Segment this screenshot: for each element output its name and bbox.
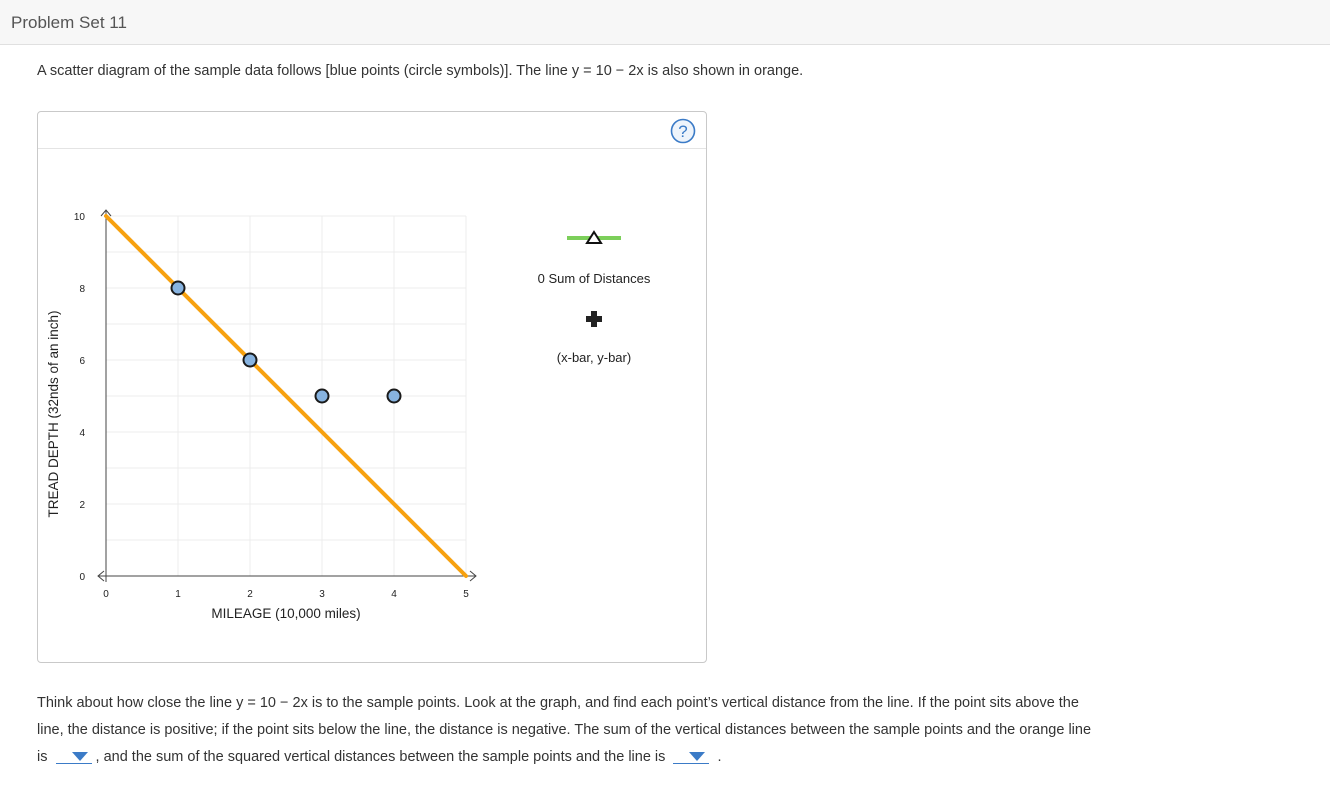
question-part-1: Think about how close the line y = 10 − …: [37, 695, 1092, 765]
y-tick-label: 4: [79, 428, 85, 439]
x-tick-labels: 0 1 2 3 4 5: [103, 589, 469, 600]
sample-points: [170, 280, 402, 404]
question-part-3: .: [717, 749, 722, 765]
x-tick-label: 2: [247, 589, 253, 600]
sample-point[interactable]: [242, 352, 258, 368]
y-tick-label: 8: [79, 284, 85, 295]
sample-point[interactable]: [314, 388, 330, 404]
sum-of-distances-label: 0 Sum of Distances: [538, 271, 651, 286]
x-tick-label: 4: [391, 589, 397, 600]
question-mark-icon[interactable]: ?: [670, 118, 696, 144]
sample-point[interactable]: [170, 280, 186, 296]
mean-point-label: (x-bar, y-bar): [557, 350, 631, 365]
svg-text:?: ?: [678, 122, 687, 141]
chevron-down-icon: [689, 752, 706, 761]
page-title: Problem Set 11: [11, 13, 127, 32]
x-tick-label: 1: [175, 589, 181, 600]
scatter-graph[interactable]: 0 1 2 3 4 5 0 2 4 6 8 10 MILEAGE (10,000 miles) TR…: [38, 112, 708, 664]
x-axis-arrow-right-icon: [469, 570, 477, 582]
chevron-down-icon: [71, 752, 88, 761]
sample-point[interactable]: [386, 388, 402, 404]
graph-panel: ? 0 1 2 3 4 5 0 2 4 6 8 10 MILEAGE (10,000 miles) …: [37, 111, 707, 663]
orange-line[interactable]: [104, 214, 468, 578]
y-tick-label: 10: [74, 212, 86, 223]
y-tick-label: 0: [79, 572, 85, 583]
triangle-icon[interactable]: [585, 230, 603, 244]
x-axis-arrow-left-icon: [97, 570, 105, 582]
x-tick-label: 0: [103, 589, 109, 600]
y-tick-labels: 0 2 4 6 8 10: [74, 212, 86, 583]
question-text: Think about how close the line y = 10 − …: [37, 690, 1097, 771]
x-tick-label: 5: [463, 589, 469, 600]
intro-text: A scatter diagram of the sample data fol…: [37, 63, 804, 79]
sum-distances-dropdown[interactable]: [55, 746, 92, 764]
y-tick-label: 6: [79, 356, 85, 367]
y-axis-label: TREAD DEPTH (32nds of an inch): [46, 310, 61, 517]
sum-squared-distances-dropdown[interactable]: [673, 746, 710, 764]
graph-toolbar: [38, 112, 706, 149]
y-axis-arrow-up-icon: [100, 209, 112, 217]
y-tick-label: 2: [79, 500, 85, 511]
x-axis-label: MILEAGE (10,000 miles): [211, 606, 360, 621]
plus-icon[interactable]: [586, 311, 602, 327]
axes: [97, 209, 477, 582]
page-header: Problem Set 11: [0, 0, 1330, 45]
legend: 0 Sum of Distances (x-bar, y-bar): [538, 230, 651, 365]
x-tick-label: 3: [319, 589, 325, 600]
question-part-2: , and the sum of the squared vertical di…: [95, 749, 666, 765]
